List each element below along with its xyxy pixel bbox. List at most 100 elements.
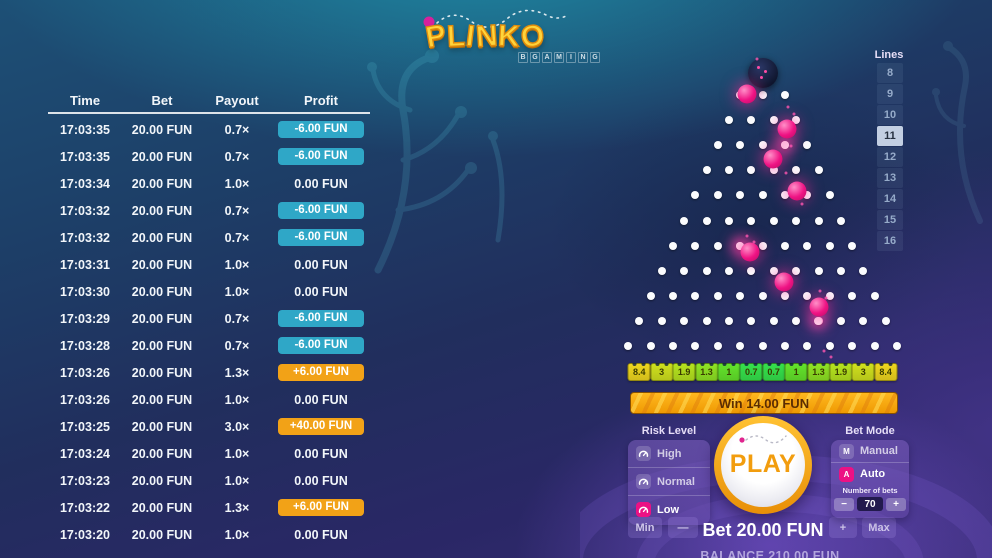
multiplier-cell: 0.7 (762, 363, 786, 381)
peg (736, 342, 745, 350)
peg (668, 342, 677, 350)
balance-display: BALANCE 210.00 FUN (700, 549, 840, 558)
bets-value-field[interactable]: 70 (857, 497, 883, 511)
lines-option-11[interactable]: 11 (877, 126, 903, 146)
peg (769, 316, 778, 325)
play-bounce-trail (739, 435, 787, 444)
gauge-icon (636, 474, 651, 489)
bets-increase-button[interactable]: + (886, 497, 906, 511)
peg (646, 342, 655, 350)
lines-option-8[interactable]: 8 (877, 63, 903, 83)
bet-cell: 20.00 FUN (131, 284, 193, 299)
payout-cell: 0.7× (224, 230, 250, 245)
peg (747, 116, 756, 125)
plinko-ball (787, 181, 807, 201)
time-cell: 17:03:20 (59, 527, 111, 542)
profit-cell: 0.00 FUN (294, 527, 348, 542)
multiplier-cell: 1 (784, 363, 808, 381)
peg (680, 216, 689, 225)
profit-cell: 0.00 FUN (294, 284, 348, 299)
win-banner: Win 14.00 FUN (630, 392, 898, 414)
peg (870, 342, 879, 350)
peg (780, 191, 789, 200)
column-header-time: Time (69, 93, 101, 108)
bet-decrease-button[interactable]: — (668, 517, 698, 538)
multiplier-cell: 1.9 (672, 363, 696, 381)
multiplier-cell: 8.4 (874, 363, 898, 381)
time-cell: 17:03:34 (59, 176, 111, 191)
time-cell: 17:03:26 (59, 365, 111, 380)
table-row: 17:03:26 20.00 FUN 1.3× +6.00 FUN (48, 359, 370, 386)
spark-particle (745, 234, 749, 238)
lines-option-13[interactable]: 13 (877, 168, 903, 188)
peg (657, 316, 666, 325)
bet-increase-button[interactable]: + (829, 517, 857, 538)
payout-cell: 1.0× (224, 284, 250, 299)
table-row: 17:03:35 20.00 FUN 0.7× -6.00 FUN (48, 116, 370, 143)
lines-option-15[interactable]: 15 (877, 210, 903, 230)
profit-cell: -6.00 FUN (272, 337, 370, 354)
bet-cell: 20.00 FUN (131, 500, 193, 515)
peg (624, 342, 633, 350)
plinko-ball (774, 272, 794, 292)
bet-mode-option-manual[interactable]: M Manual (831, 440, 909, 462)
bet-amount-display: Bet 20.00 FUN (702, 520, 824, 540)
peg (792, 216, 801, 225)
risk-level-panel: High Normal Low (628, 440, 710, 525)
column-header-payout: Payout (215, 93, 259, 108)
lines-option-12[interactable]: 12 (877, 147, 903, 167)
peg (646, 291, 655, 300)
payout-cell: 1.0× (224, 473, 250, 488)
risk-level-label: Risk Level (641, 425, 697, 437)
profit-badge: -6.00 FUN (278, 121, 364, 138)
time-cell: 17:03:32 (59, 203, 111, 218)
payout-cell: 1.0× (224, 176, 250, 191)
peg (836, 266, 845, 275)
peg (668, 291, 677, 300)
bet-min-button[interactable]: Min (628, 517, 662, 538)
plinko-ball (809, 297, 829, 317)
peg (848, 291, 857, 300)
column-header-profit: Profit (304, 93, 338, 108)
peg (691, 191, 700, 200)
risk-option-low[interactable]: Low (628, 495, 710, 523)
bet-max-button[interactable]: Max (862, 517, 896, 538)
lines-option-9[interactable]: 9 (877, 84, 903, 104)
peg (724, 216, 733, 225)
bets-decrease-button[interactable]: − (834, 497, 854, 511)
peg (825, 241, 834, 250)
bet-mode-option-auto[interactable]: A Auto (831, 462, 909, 485)
table-row: 17:03:34 20.00 FUN 1.0× 0.00 FUN (48, 170, 370, 197)
table-row: 17:03:32 20.00 FUN 0.7× -6.00 FUN (48, 224, 370, 251)
peg (758, 291, 767, 300)
peg (713, 291, 722, 300)
lines-label: Lines (874, 49, 904, 61)
lines-option-16[interactable]: 16 (877, 231, 903, 251)
peg (780, 91, 789, 99)
profit-badge: -6.00 FUN (278, 148, 364, 165)
time-cell: 17:03:32 (59, 230, 111, 245)
table-row: 17:03:31 20.00 FUN 1.0× 0.00 FUN (48, 251, 370, 278)
spark-particle (789, 144, 793, 148)
peg (713, 191, 722, 200)
payout-cell: 1.0× (224, 392, 250, 407)
peg (724, 166, 733, 175)
profit-cell: -6.00 FUN (272, 310, 370, 327)
risk-option-normal[interactable]: Normal (628, 467, 710, 495)
peg (680, 266, 689, 275)
table-row: 17:03:24 20.00 FUN 1.0× 0.00 FUN (48, 440, 370, 467)
peg (691, 342, 700, 350)
risk-option-high[interactable]: High (628, 440, 710, 467)
lines-option-14[interactable]: 14 (877, 189, 903, 209)
peg (814, 166, 823, 175)
payout-cell: 1.3× (224, 500, 250, 515)
play-button[interactable]: PLAY (714, 416, 812, 514)
peg (758, 141, 767, 150)
peg (859, 316, 868, 325)
lines-option-10[interactable]: 10 (877, 105, 903, 125)
bet-mode-panel: M Manual A Auto Number of bets − 70 + (831, 440, 909, 518)
multiplier-cell: 1.9 (829, 363, 853, 381)
payout-cell: 0.7× (224, 122, 250, 137)
table-row: 17:03:29 20.00 FUN 0.7× -6.00 FUN (48, 305, 370, 332)
